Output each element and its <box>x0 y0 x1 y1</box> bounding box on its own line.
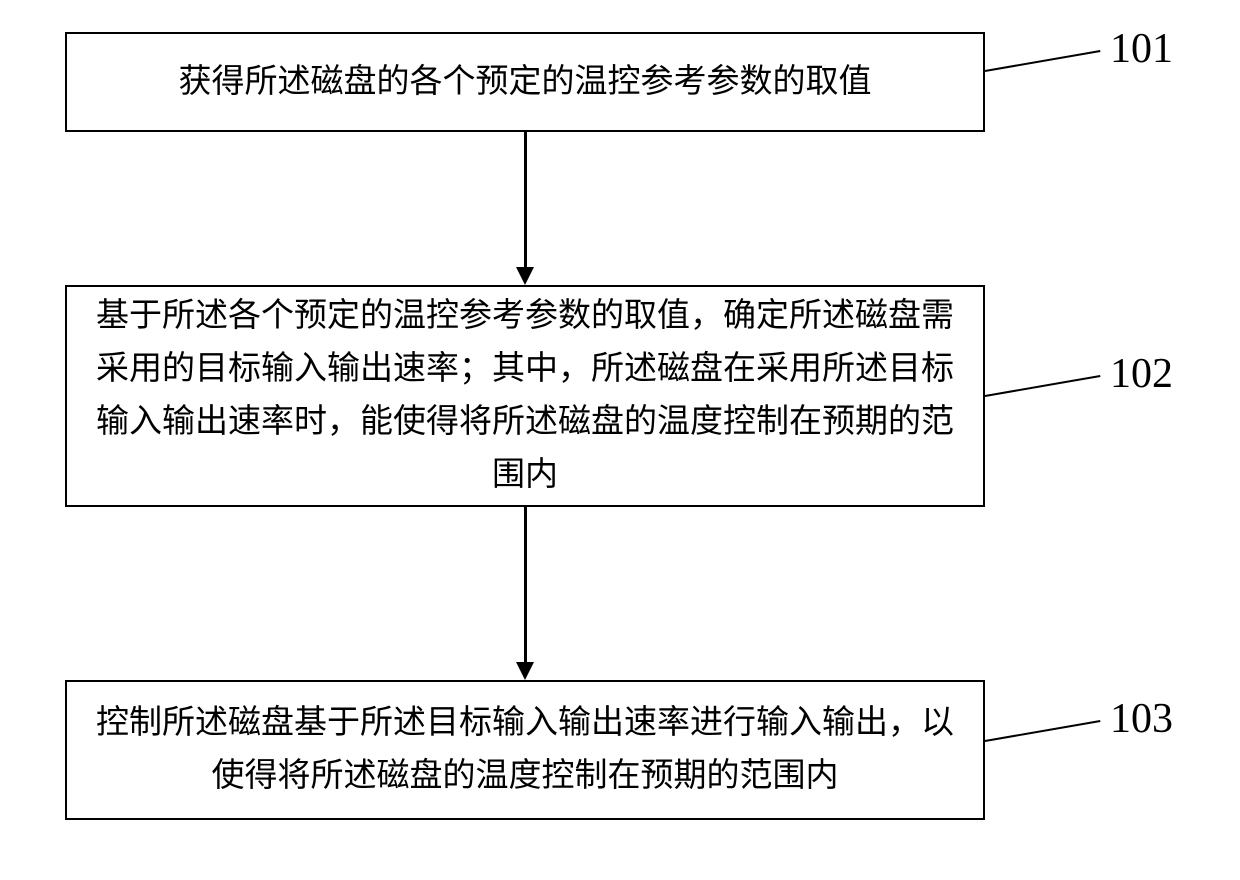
box-text-2: 基于所述各个预定的温控参考参数的取值，确定所述磁盘需采用的目标输入输出速率；其中… <box>92 290 958 501</box>
step-label-3: 103 <box>1110 695 1173 743</box>
box-text-1: 获得所述磁盘的各个预定的温控参考参数的取值 <box>179 56 872 109</box>
step-label-2: 102 <box>1110 350 1173 398</box>
flowchart-box-1: 获得所述磁盘的各个预定的温控参考参数的取值 <box>65 32 985 132</box>
box-text-3: 控制所述磁盘基于所述目标输入输出速率进行输入输出，以使得将所述磁盘的温度控制在预… <box>92 697 958 803</box>
arrow-line-1 <box>524 132 527 267</box>
arrow-head-2 <box>516 662 534 680</box>
label-connector-2 <box>985 375 1100 397</box>
label-connector-1 <box>985 50 1100 72</box>
arrow-line-2 <box>524 507 527 662</box>
arrow-head-1 <box>516 267 534 285</box>
label-connector-3 <box>985 720 1100 742</box>
flowchart-box-3: 控制所述磁盘基于所述目标输入输出速率进行输入输出，以使得将所述磁盘的温度控制在预… <box>65 680 985 820</box>
step-label-1: 101 <box>1110 25 1173 73</box>
flowchart-box-2: 基于所述各个预定的温控参考参数的取值，确定所述磁盘需采用的目标输入输出速率；其中… <box>65 285 985 507</box>
